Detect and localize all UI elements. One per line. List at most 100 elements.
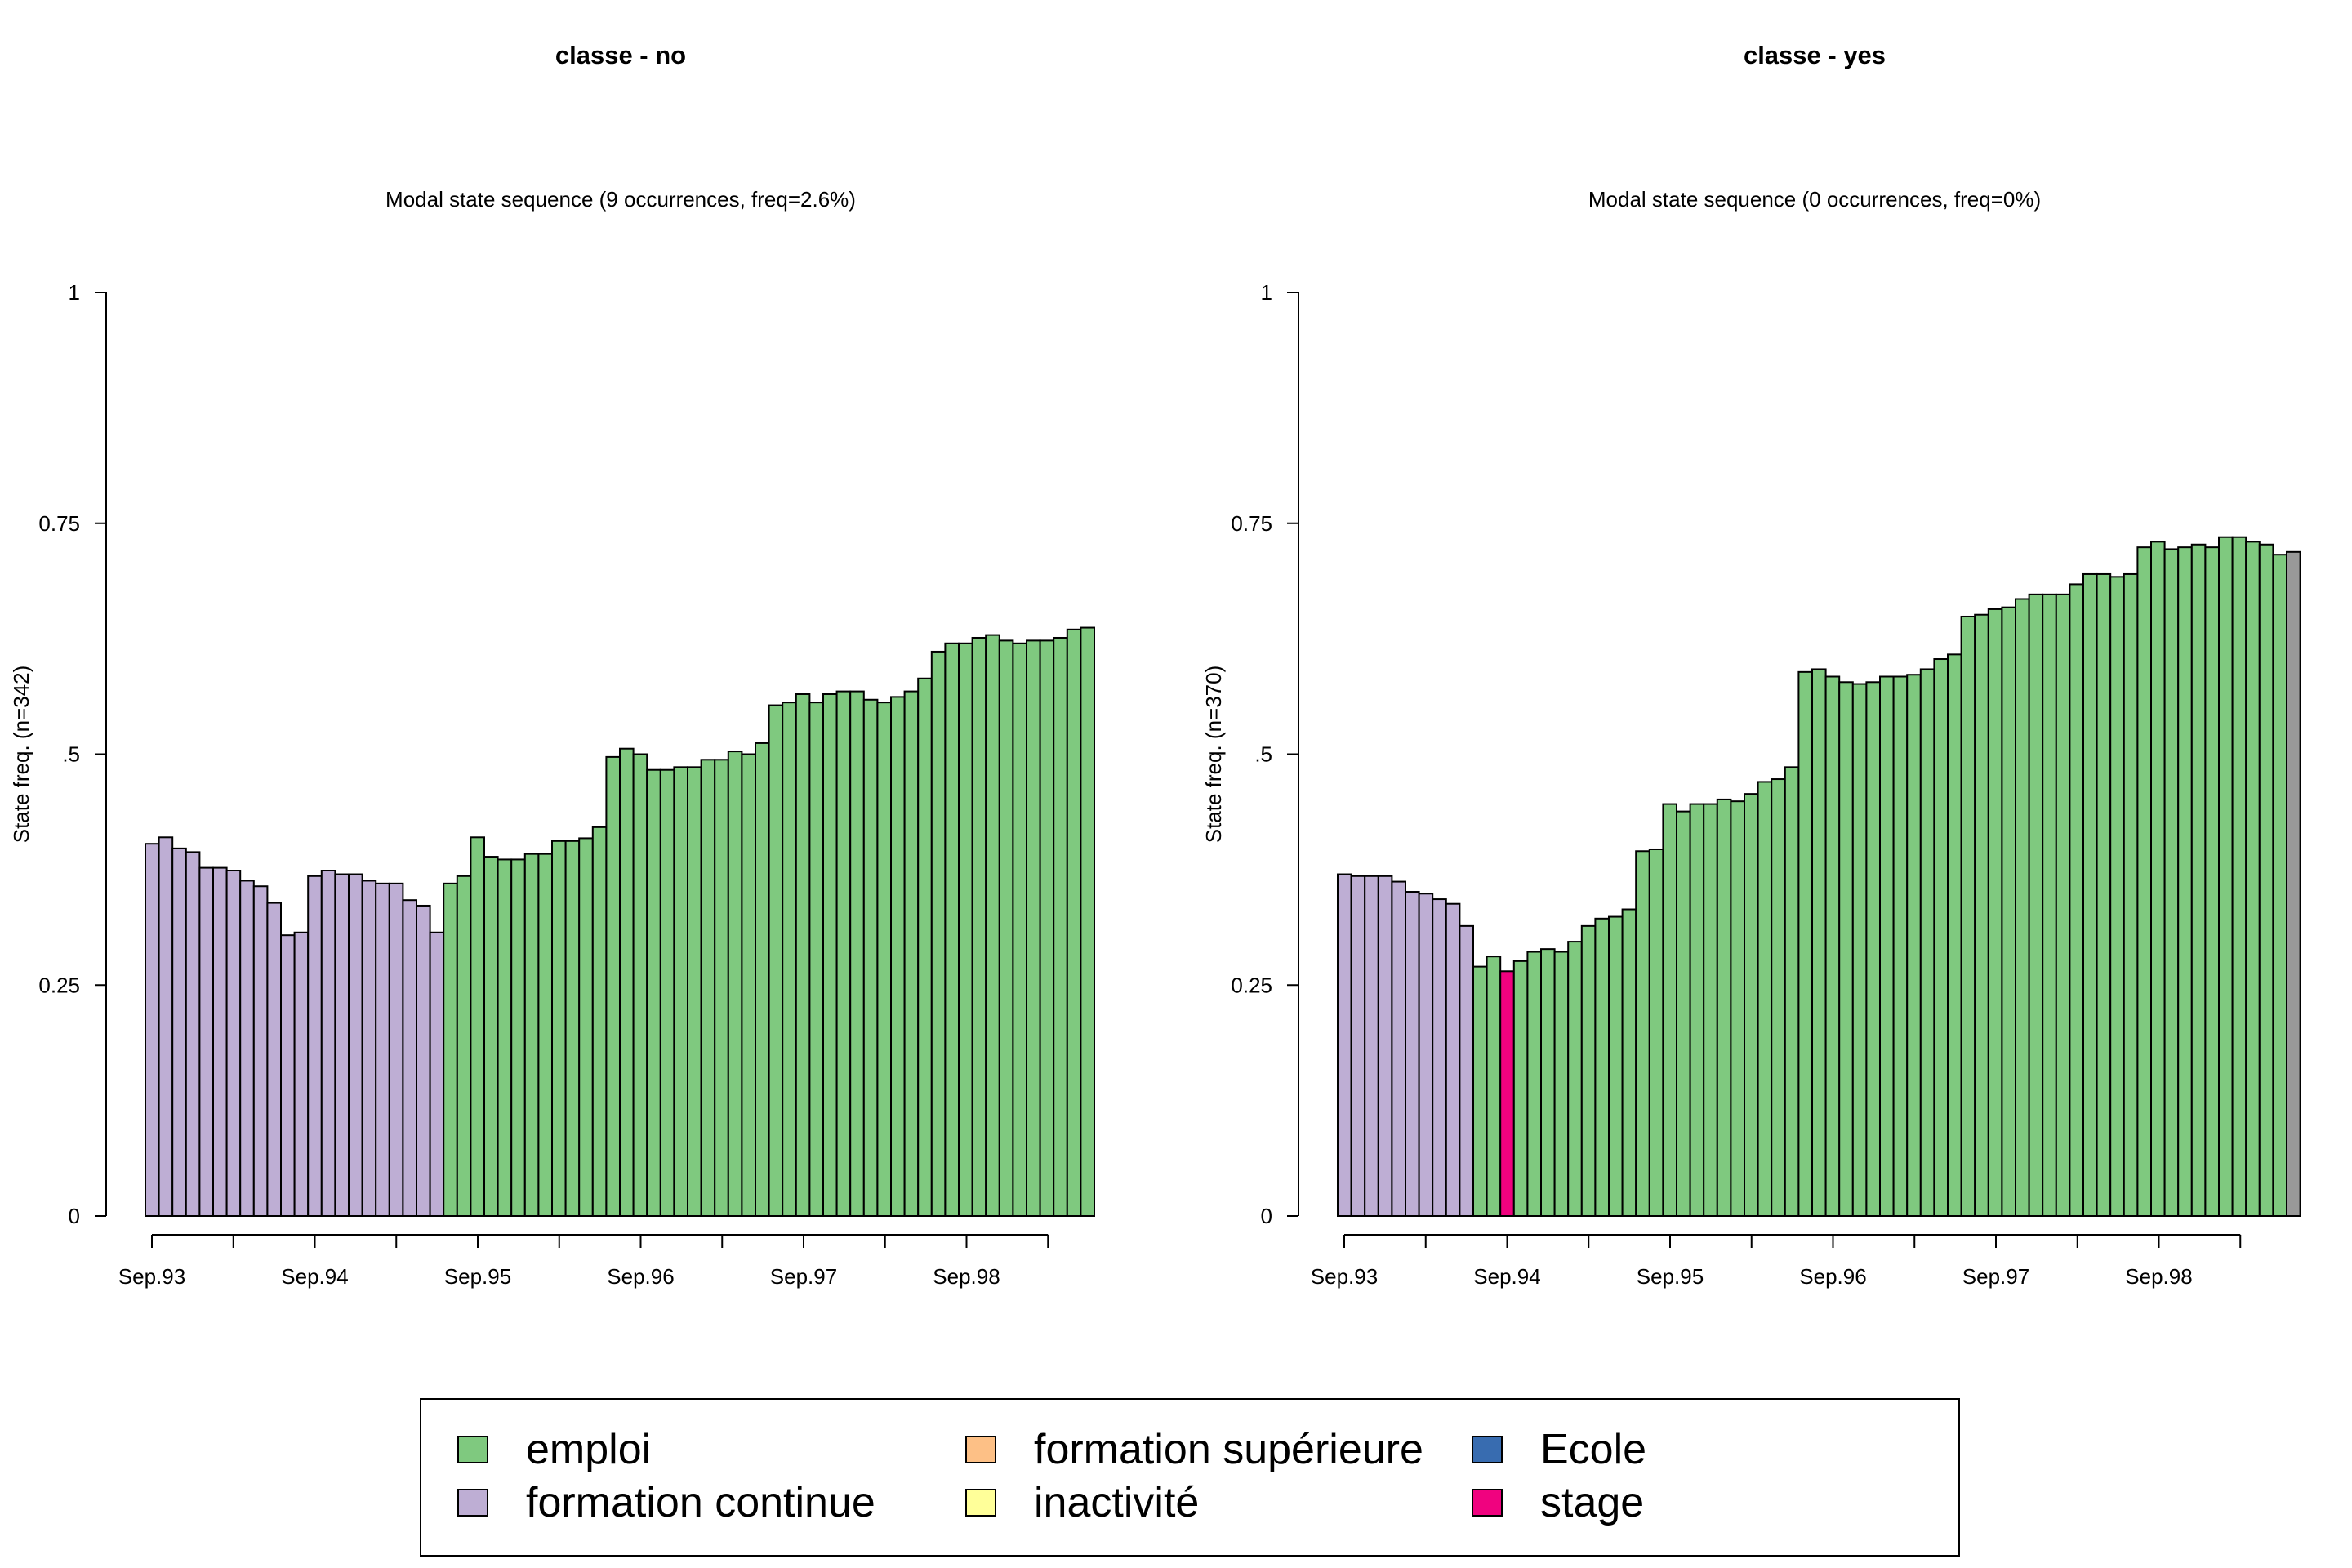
bar <box>876 702 893 1217</box>
bar <box>537 853 554 1218</box>
bar <box>619 747 635 1217</box>
x-tick-label: Sep.93 <box>118 1264 185 1289</box>
legend-label: inactivité <box>1034 1479 1200 1526</box>
bar <box>1784 766 1800 1217</box>
bar <box>416 904 431 1217</box>
bar <box>348 873 363 1218</box>
bar <box>1879 675 1895 1217</box>
bar <box>2136 546 2152 1217</box>
bar <box>497 858 513 1218</box>
bar <box>849 690 865 1217</box>
bar <box>293 931 310 1218</box>
bar <box>659 768 675 1217</box>
bar <box>1540 948 1556 1217</box>
bar <box>185 851 201 1217</box>
bar <box>2096 572 2112 1217</box>
y-tick-label: 0.75 <box>1231 511 1272 536</box>
bar <box>835 690 852 1217</box>
bar <box>795 693 811 1217</box>
y-tick-label: 0 <box>69 1204 80 1228</box>
bar <box>768 704 784 1217</box>
bar <box>2015 598 2030 1217</box>
bar <box>2204 546 2220 1217</box>
bar <box>2286 550 2301 1217</box>
y-tick-label: 1 <box>69 280 80 305</box>
bar <box>564 840 581 1218</box>
bar <box>1026 639 1041 1217</box>
bar <box>687 766 702 1217</box>
bar <box>1012 642 1028 1217</box>
bar <box>1486 956 1502 1217</box>
bar <box>551 840 567 1218</box>
bar <box>523 853 540 1218</box>
y-tick-label: 0.25 <box>1231 973 1272 997</box>
bar <box>2055 593 2071 1217</box>
x-tick-label: Sep.96 <box>607 1264 674 1289</box>
bar <box>2082 572 2098 1217</box>
bar <box>1797 670 1813 1217</box>
y-axis-label: State freq. (n=370) <box>1201 666 1226 844</box>
y-tick-label: .5 <box>62 742 80 767</box>
bar <box>741 753 757 1217</box>
bar <box>985 634 1000 1217</box>
bar <box>591 826 608 1217</box>
bar <box>198 866 214 1217</box>
bar <box>646 768 662 1217</box>
legend-label: Ecole <box>1540 1426 1647 1473</box>
bar <box>1377 875 1393 1218</box>
bar <box>2069 583 2084 1217</box>
bar <box>1418 893 1434 1218</box>
legend-item-emploi: emploi <box>457 1426 651 1473</box>
x-tick-label: Sep.94 <box>1473 1264 1540 1289</box>
bar <box>2231 536 2247 1217</box>
bar <box>1391 880 1407 1217</box>
bar <box>266 902 282 1217</box>
bar <box>2272 554 2287 1217</box>
legend-item-formation-continue: formation continue <box>457 1479 875 1526</box>
bar <box>307 875 323 1218</box>
bar <box>632 753 648 1217</box>
bar <box>998 639 1014 1217</box>
legend-label: formation continue <box>526 1479 875 1526</box>
bar <box>903 690 920 1217</box>
x-tick-label: Sep.98 <box>2125 1264 2192 1289</box>
bar <box>2245 541 2261 1217</box>
bar <box>782 702 797 1217</box>
legend-item-stage: stage <box>1472 1479 1644 1526</box>
bar <box>1608 915 1624 1218</box>
bar <box>252 885 269 1217</box>
bar <box>2028 593 2044 1217</box>
legend-swatch-formation-continue <box>457 1489 488 1517</box>
bar <box>2190 543 2207 1217</box>
y-tick-label: 0.75 <box>38 511 80 536</box>
bar <box>1919 668 1936 1217</box>
bar <box>1730 800 1745 1217</box>
bar <box>1703 803 1718 1217</box>
bar <box>1811 668 1827 1217</box>
bar <box>158 836 174 1218</box>
bar <box>1445 902 1461 1217</box>
bar <box>1824 675 1841 1217</box>
chart-title: classe - yes <box>1744 41 1886 69</box>
bar <box>2258 543 2274 1217</box>
bar <box>1350 875 1366 1218</box>
bar <box>212 866 228 1217</box>
legend-swatch-inactivite <box>965 1489 996 1517</box>
bar <box>1080 626 1096 1217</box>
bar <box>1580 924 1597 1217</box>
x-tick-label: Sep.96 <box>1799 1264 1866 1289</box>
bar <box>1594 917 1610 1217</box>
x-tick-label: Sep.98 <box>933 1264 1000 1289</box>
bar <box>1039 639 1055 1217</box>
legend-swatch-formation-superieure <box>965 1436 996 1463</box>
bar <box>1066 628 1082 1217</box>
bar <box>958 642 973 1217</box>
bar <box>822 693 838 1217</box>
bar <box>917 677 933 1217</box>
bar <box>755 742 770 1217</box>
bar <box>1337 873 1352 1218</box>
bar <box>2001 606 2016 1217</box>
bar <box>443 882 458 1217</box>
bar <box>483 856 499 1218</box>
